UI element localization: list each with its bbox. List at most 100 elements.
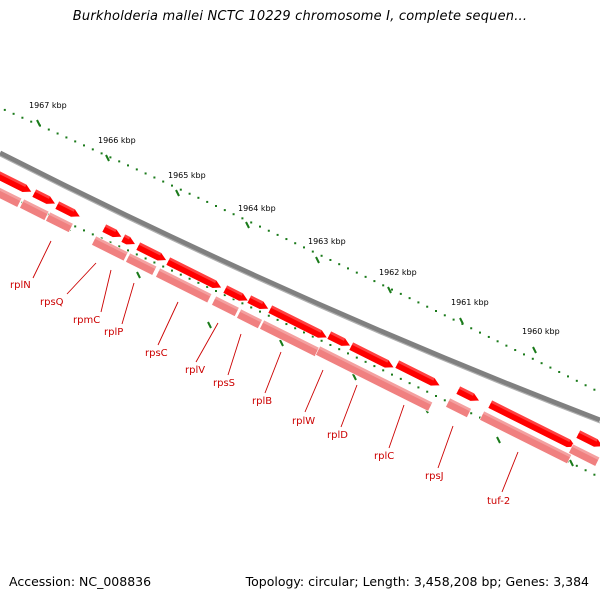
tick-dot	[100, 152, 103, 155]
tick-dot	[364, 275, 367, 278]
gene-label-rplC[interactable]: rplC	[374, 451, 394, 462]
gene-rplB-block[interactable]	[246, 294, 270, 310]
tick-dot	[540, 362, 543, 365]
tick-dot	[83, 144, 85, 147]
rev-gene-8-bevel	[239, 309, 263, 323]
rev-gene-10[interactable]	[315, 345, 434, 412]
gene-label-rpsQ[interactable]: rpsQ	[40, 297, 64, 308]
leader-line	[100, 269, 112, 313]
gene-rpsC-block-a[interactable]	[120, 233, 137, 246]
rev-gene-3-bevel	[48, 212, 74, 227]
tick-dot	[347, 267, 349, 270]
tick-dot-inner	[135, 253, 138, 256]
tick-dot	[523, 353, 525, 356]
gene-rplP-block-bevel	[104, 224, 117, 233]
rev-gene-6[interactable]	[155, 267, 213, 304]
tick-dot	[558, 370, 561, 373]
gene-label-rpsJ[interactable]: rpsJ	[425, 471, 444, 482]
gene-rpmC-block[interactable]	[54, 200, 81, 218]
gene-label-rpsC[interactable]: rpsC	[145, 348, 168, 359]
gene-rplW-block[interactable]	[267, 304, 328, 339]
genes[interactable]	[0, 170, 600, 467]
rev-gene-2[interactable]	[19, 198, 50, 221]
gene-label-rpmC[interactable]: rpmC	[73, 315, 100, 326]
leader-line	[227, 333, 242, 376]
backbone-line	[0, 150, 600, 423]
gene-label-rplD[interactable]: rplD	[327, 430, 348, 441]
tick-dot-inner	[391, 373, 393, 376]
tick-dot-inner	[303, 331, 305, 334]
gene-label-rplB[interactable]: rplB	[252, 396, 272, 407]
tick-dot-inner	[127, 249, 129, 252]
gene-label-rplN[interactable]: rplN	[10, 280, 31, 291]
rev-gene-4[interactable]	[91, 235, 129, 262]
tick-dot-inner	[171, 269, 173, 272]
leader-line	[388, 404, 405, 449]
rev-gene-7-bevel	[214, 296, 240, 311]
gene-rplP-block[interactable]	[101, 223, 123, 238]
tick-dot-inner	[232, 298, 235, 301]
rev-gene-11[interactable]	[445, 397, 472, 419]
gene-edge-block[interactable]	[575, 429, 600, 448]
gene-labels[interactable]: rplN rpsQ rpmC rplP rpsC rplV rpsS rplB …	[10, 280, 510, 507]
rev-gene-1[interactable]	[0, 185, 23, 208]
rev-gene-13[interactable]	[568, 443, 600, 467]
leader-line	[121, 282, 135, 325]
rev-gene-6-bevel	[158, 268, 212, 297]
tick-dot-inner	[408, 382, 411, 385]
tick-dot	[223, 209, 226, 212]
gene-tuf-2-block-bevel	[490, 400, 571, 443]
tick-major	[245, 221, 250, 229]
rev-gene-12[interactable]	[479, 410, 573, 465]
tick-dot-inner	[250, 306, 253, 309]
tick-dot	[496, 340, 499, 343]
tick-dot	[241, 217, 244, 220]
tick-dot	[514, 349, 517, 352]
gene-rplC-block[interactable]	[348, 341, 395, 369]
tick-dot-inner	[100, 237, 103, 240]
tick-dot	[153, 176, 156, 179]
tick-dot	[171, 184, 173, 187]
gene-rplW-block-bevel	[270, 305, 323, 333]
rev-gene-3[interactable]	[45, 211, 74, 233]
gene-rpsQ-block-bevel	[34, 189, 51, 199]
tick-dot	[531, 357, 534, 360]
tick-major	[459, 317, 464, 325]
gene-label-tuf-2[interactable]: tuf-2	[487, 496, 510, 507]
gene-label-rplW[interactable]: rplW	[292, 416, 315, 427]
gene-tuf-2-pre-block[interactable]	[455, 385, 481, 402]
tick-dot	[21, 116, 24, 119]
tick-dot-inner	[276, 318, 279, 321]
gene-rpsC-block[interactable]	[135, 241, 168, 262]
tick-dot	[144, 172, 147, 175]
tick-dot	[452, 318, 455, 321]
tick-dot	[338, 263, 341, 266]
gene-rpsS-block[interactable]	[222, 284, 249, 302]
rev-gene-5[interactable]	[125, 252, 158, 276]
gene-rplD-block[interactable]	[326, 330, 352, 347]
leader-line	[304, 369, 324, 413]
rev-gene-7[interactable]	[211, 295, 240, 317]
scale-label-1965: 1965 kbp	[168, 171, 206, 180]
tick-dot-inner	[426, 390, 429, 393]
tick-dot	[65, 136, 68, 139]
rev-gene-8[interactable]	[236, 308, 263, 330]
scale-label-1967: 1967 kbp	[29, 101, 67, 110]
tick-dot	[30, 120, 33, 123]
tick-dot	[56, 132, 59, 135]
tick-dot	[320, 254, 323, 257]
rev-gene-9[interactable]	[259, 319, 320, 358]
tick-dot	[391, 288, 393, 291]
gene-rpsJ-block[interactable]	[394, 359, 441, 387]
gene-label-rplP[interactable]: rplP	[104, 327, 123, 338]
tick-dot-inner	[223, 294, 226, 297]
gene-rplV-block[interactable]	[165, 256, 223, 289]
gene-rpsJ-block-bevel	[397, 360, 435, 381]
gene-label-rpsS[interactable]: rpsS	[213, 378, 235, 389]
gene-rplN-block[interactable]	[0, 170, 33, 193]
scale-label-1966: 1966 kbp	[98, 136, 136, 145]
tick-dot	[232, 213, 235, 216]
gene-rpsQ-block[interactable]	[31, 188, 57, 205]
gene-label-rplV[interactable]: rplV	[185, 365, 205, 376]
